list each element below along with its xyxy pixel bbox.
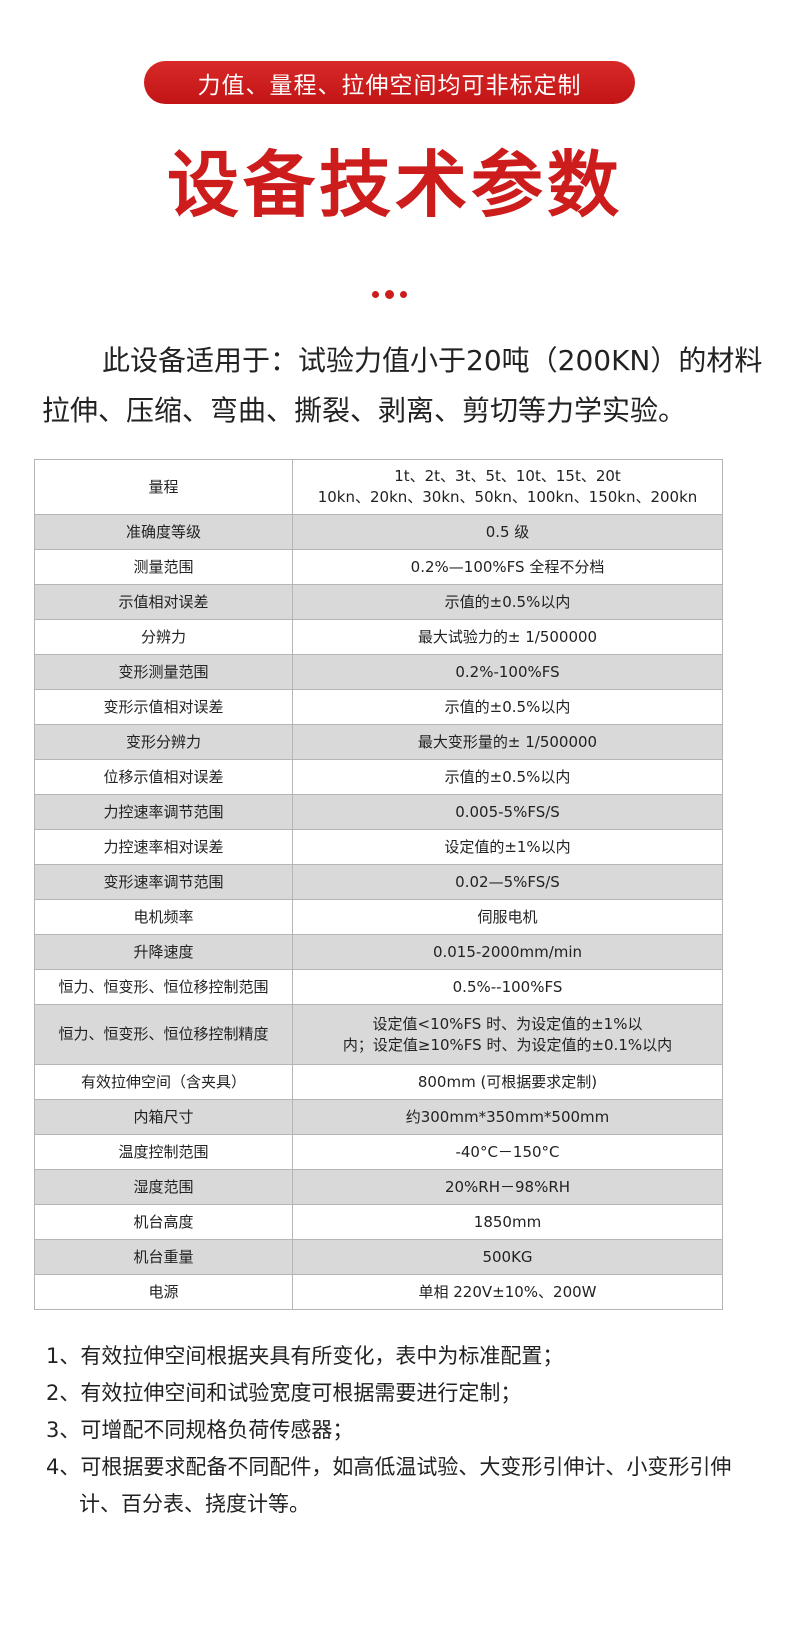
param-value: 最大变形量的± 1/500000 xyxy=(292,724,723,760)
param-value: 0.005-5%FS/S xyxy=(292,794,723,830)
param-name: 内箱尺寸 xyxy=(34,1099,293,1135)
param-value: 伺服电机 xyxy=(292,899,723,935)
table-row: 测量范围 0.2%—100%FS 全程不分档 xyxy=(34,549,723,585)
spec-table: 量程 1t、2t、3t、5t、10t、15t、20t 10kn、20kn、30kn、… xyxy=(34,459,723,1310)
param-value: 1t、2t、3t、5t、10t、15t、20t 10kn、20kn、30kn、50… xyxy=(292,459,723,515)
table-row: 恒力、恒变形、恒位移控制范围 0.5%--100%FS xyxy=(34,969,723,1005)
table-row: 量程 1t、2t、3t、5t、10t、15t、20t 10kn、20kn、30kn、… xyxy=(34,459,723,515)
table-row: 有效拉伸空间（含夹具） 800mm (可根据要求定制) xyxy=(34,1064,723,1100)
table-row: 变形速率调节范围 0.02—5%FS/S xyxy=(34,864,723,900)
table-row: 力控速率相对误差 设定值的±1%以内 xyxy=(34,829,723,865)
value-line: 1t、2t、3t、5t、10t、15t、20t xyxy=(394,467,621,485)
content-flow: 此设备适用于：试验力值小于20吨（200KN）的材料 拉伸、压缩、弯曲、撕裂、剥… xyxy=(0,336,790,1553)
param-value: -40°C－150°C xyxy=(292,1134,723,1170)
param-value: 1850mm xyxy=(292,1204,723,1240)
param-name: 恒力、恒变形、恒位移控制精度 xyxy=(34,1004,293,1065)
table-row: 分辨力 最大试验力的± 1/500000 xyxy=(34,619,723,655)
param-name: 电机频率 xyxy=(34,899,293,935)
param-name: 力控速率调节范围 xyxy=(34,794,293,830)
param-name: 有效拉伸空间（含夹具） xyxy=(34,1064,293,1100)
param-value: 800mm (可根据要求定制) xyxy=(292,1064,723,1100)
table-row: 电源 单相 220V±10%、200W xyxy=(34,1274,723,1310)
param-name: 温度控制范围 xyxy=(34,1134,293,1170)
value-line: 内；设定值≥10%FS 时、为设定值的±0.1%以内 xyxy=(342,1035,673,1054)
note-item: 4、可根据要求配备不同配件，如高低温试验、大变形引伸计、小变形引伸计、百分表、挠… xyxy=(46,1455,732,1516)
param-value: 示值的±0.5%以内 xyxy=(292,689,723,725)
param-value: 示值的±0.5%以内 xyxy=(292,759,723,795)
param-name: 分辨力 xyxy=(34,619,293,655)
param-name: 机台高度 xyxy=(34,1204,293,1240)
param-name: 恒力、恒变形、恒位移控制范围 xyxy=(34,969,293,1005)
param-name: 变形速率调节范围 xyxy=(34,864,293,900)
table-row: 恒力、恒变形、恒位移控制精度 设定值<10%FS 时、为设定值的±1%以 内；设定值… xyxy=(34,1004,723,1065)
param-name: 湿度范围 xyxy=(34,1169,293,1205)
intro-text: 此设备适用于：试验力值小于20吨（200KN）的材料 拉伸、压缩、弯曲、撕裂、剥… xyxy=(42,336,772,436)
table-row: 示值相对误差 示值的±0.5%以内 xyxy=(34,584,723,620)
table-row: 变形分辨力 最大变形量的± 1/500000 xyxy=(34,724,723,760)
table-row: 电机频率 伺服电机 xyxy=(34,899,723,935)
param-name: 测量范围 xyxy=(34,549,293,585)
param-value: 最大试验力的± 1/500000 xyxy=(292,619,723,655)
param-value: 示值的±0.5%以内 xyxy=(292,584,723,620)
param-name: 量程 xyxy=(34,459,293,515)
param-value: 20%RH－98%RH xyxy=(292,1169,723,1205)
param-value: 500KG xyxy=(292,1239,723,1275)
intro-line-2: 拉伸、压缩、弯曲、撕裂、剥离、剪切等力学实验。 xyxy=(42,394,687,427)
param-value: 约300mm*350mm*500mm xyxy=(292,1099,723,1135)
param-value: 设定值的±1%以内 xyxy=(292,829,723,865)
param-name: 变形测量范围 xyxy=(34,654,293,690)
param-name: 变形分辨力 xyxy=(34,724,293,760)
param-value: 0.5%--100%FS xyxy=(292,969,723,1005)
notes-list: 1、有效拉伸空间根据夹具有所变化，表中为标准配置； 2、有效拉伸空间和试验宽度可… xyxy=(46,1338,766,1523)
table-row: 湿度范围 20%RH－98%RH xyxy=(34,1169,723,1205)
page-title: 设备技术参数 xyxy=(166,143,623,227)
param-value: 0.2%—100%FS 全程不分档 xyxy=(292,549,723,585)
customization-banner: 力值、量程、拉伸空间均可非标定制 xyxy=(144,61,635,104)
param-value: 0.5 级 xyxy=(292,514,723,550)
table-row: 温度控制范围 -40°C－150°C xyxy=(34,1134,723,1170)
param-value: 0.02—5%FS/S xyxy=(292,864,723,900)
intro-line-1: 此设备适用于：试验力值小于20吨（200KN）的材料 xyxy=(102,344,763,377)
table-row: 变形示值相对误差 示值的±0.5%以内 xyxy=(34,689,723,725)
param-value: 设定值<10%FS 时、为设定值的±1%以内；设定值≥10%FS 时、为设定值的… xyxy=(292,1004,723,1065)
value-line: 设定值<10%FS 时、为设定值的±1%以 xyxy=(372,1014,643,1033)
param-name: 力控速率相对误差 xyxy=(34,829,293,865)
param-name: 准确度等级 xyxy=(34,514,293,550)
table-row: 位移示值相对误差 示值的±0.5%以内 xyxy=(34,759,723,795)
param-name: 示值相对误差 xyxy=(34,584,293,620)
table-row: 机台重量 500KG xyxy=(34,1239,723,1275)
note-item: 1、有效拉伸空间根据夹具有所变化，表中为标准配置； xyxy=(46,1344,564,1368)
table-row: 力控速率调节范围 0.005-5%FS/S xyxy=(34,794,723,830)
param-name: 电源 xyxy=(34,1274,293,1310)
param-name: 机台重量 xyxy=(34,1239,293,1275)
param-value: 0.2%-100%FS xyxy=(292,654,723,690)
decorative-dots-icon xyxy=(372,290,407,299)
value-line: 10kn、20kn、30kn、50kn、100kn、150kn、200kn xyxy=(317,488,698,506)
param-name: 位移示值相对误差 xyxy=(34,759,293,795)
table-row: 准确度等级 0.5 级 xyxy=(34,514,723,550)
note-item: 3、可增配不同规格负荷传感器； xyxy=(46,1418,354,1442)
table-row: 内箱尺寸 约300mm*350mm*500mm xyxy=(34,1099,723,1135)
param-value: 单相 220V±10%、200W xyxy=(292,1274,723,1310)
table-row: 升降速度 0.015-2000mm/min xyxy=(34,934,723,970)
param-name: 升降速度 xyxy=(34,934,293,970)
param-value: 0.015-2000mm/min xyxy=(292,934,723,970)
table-row: 机台高度 1850mm xyxy=(34,1204,723,1240)
note-item: 2、有效拉伸空间和试验宽度可根据需要进行定制； xyxy=(46,1381,522,1405)
table-row: 变形测量范围 0.2%-100%FS xyxy=(34,654,723,690)
param-name: 变形示值相对误差 xyxy=(34,689,293,725)
